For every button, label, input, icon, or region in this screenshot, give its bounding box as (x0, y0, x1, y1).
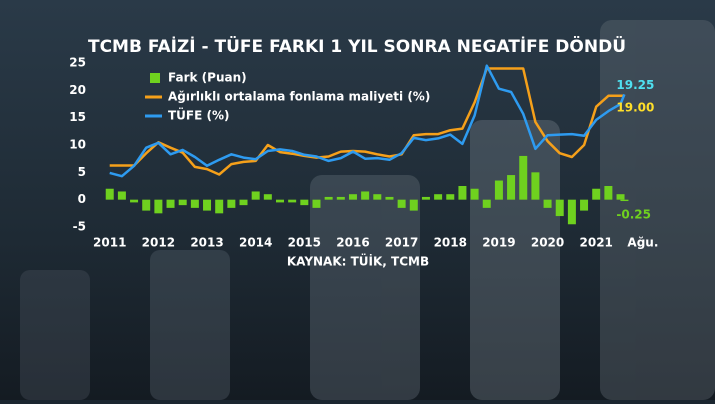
bar (604, 186, 613, 200)
x-tick-label: 2012 (142, 236, 175, 250)
bar (130, 199, 139, 203)
y-tick-label: 0 (78, 192, 86, 206)
bar (409, 199, 418, 211)
bar (616, 194, 625, 200)
bar (276, 199, 284, 203)
x-tick-label: Ağu. (627, 236, 658, 250)
bar (620, 199, 629, 202)
x-tick-label: 2018 (434, 236, 467, 250)
bar (361, 191, 370, 200)
y-tick-label: 15 (69, 110, 86, 124)
value-label: 19.25 (616, 78, 654, 92)
bar (421, 196, 430, 200)
bar (300, 199, 309, 206)
bar (251, 191, 260, 200)
x-tick-label: 2021 (580, 236, 613, 250)
bar (519, 155, 528, 200)
bar (190, 199, 199, 208)
bar (117, 191, 126, 200)
bar (397, 199, 406, 208)
bar (324, 196, 333, 200)
bar (592, 188, 601, 200)
bar (494, 180, 503, 200)
y-tick-label: 20 (69, 83, 86, 97)
y-tick-label: 25 (69, 56, 86, 70)
legend-swatch (150, 73, 160, 83)
x-tick-label: 2016 (336, 236, 369, 250)
line (109, 64, 626, 178)
bar (178, 199, 187, 206)
bar (482, 199, 491, 208)
bar (507, 175, 516, 200)
legend-label: TÜFE (%) (168, 108, 230, 123)
bar (142, 199, 151, 211)
bar (555, 199, 564, 217)
x-tick-label: 2013 (190, 236, 223, 250)
x-tick-label: 2019 (482, 236, 515, 250)
legend-label: Ağırlıklı ortalama fonlama maliyeti (%) (168, 90, 430, 104)
bar (215, 199, 224, 214)
bar (312, 199, 321, 208)
bar (105, 188, 114, 200)
y-tick-label: 10 (69, 138, 86, 152)
x-tick-label: 2020 (531, 236, 564, 250)
bar (446, 194, 455, 200)
bar (166, 199, 175, 208)
source: KAYNAK: TÜİK, TCMB (287, 254, 429, 269)
coin-stacks (20, 20, 715, 400)
bar (263, 194, 272, 200)
x-tick-label: 2015 (288, 236, 321, 250)
x-tick-label: 2011 (93, 236, 126, 250)
x-tick-label: 2014 (239, 236, 272, 250)
chart-title: TCMB FAİZİ - TÜFE FARKI 1 YIL SONRA NEGA… (88, 35, 626, 57)
bar (239, 199, 248, 206)
value-label: -0.25 (616, 208, 651, 222)
bar (348, 194, 357, 200)
bar (154, 199, 163, 214)
legend-label: Fark (Puan) (168, 71, 247, 85)
x-tick-label: 2017 (385, 236, 418, 250)
bar (373, 194, 382, 200)
bar (385, 196, 394, 200)
bar (543, 199, 552, 208)
y-tick-label: 5 (78, 165, 86, 179)
y-tick-label: -5 (73, 220, 86, 234)
bar (470, 188, 479, 200)
bar (203, 199, 212, 211)
bar (227, 199, 236, 208)
bar (567, 199, 576, 225)
bar (336, 196, 345, 200)
value-label: 19.00 (616, 100, 654, 114)
bar (531, 172, 540, 200)
bar (288, 199, 297, 203)
bar (434, 194, 443, 200)
bar (580, 199, 589, 211)
bar (458, 186, 467, 200)
